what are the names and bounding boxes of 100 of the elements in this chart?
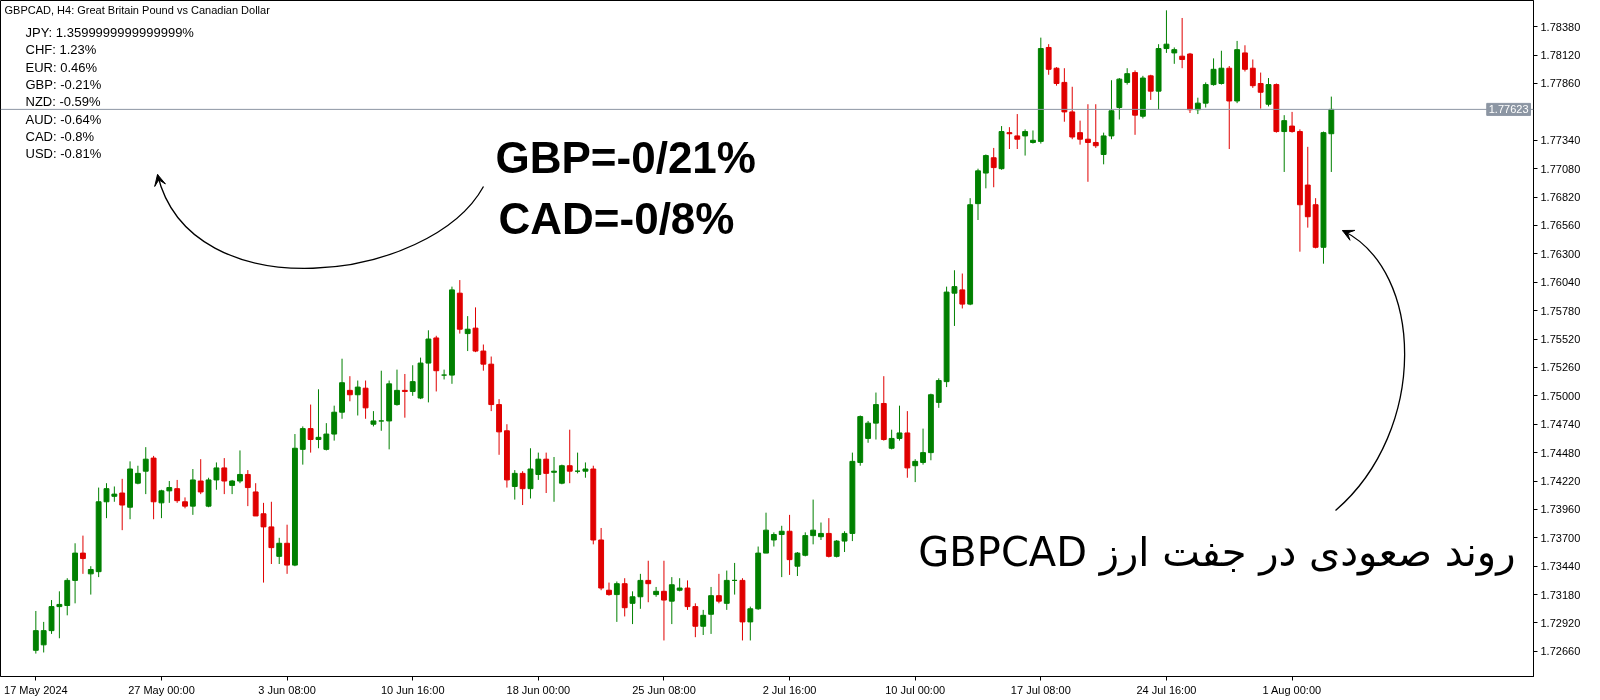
candlestick [394, 369, 400, 407]
candlestick [213, 461, 220, 491]
candlestick [174, 479, 181, 504]
y-tick-label: 1.73180 [1540, 588, 1581, 601]
candlestick [708, 586, 714, 635]
y-tick-label: 1.74480 [1540, 446, 1581, 459]
candlestick [1077, 120, 1084, 146]
candlestick [1249, 58, 1256, 89]
candlestick [959, 273, 966, 309]
candlestick [119, 478, 126, 531]
candlestick [331, 405, 338, 442]
annotation: USD: -0.81% [25, 146, 102, 162]
chart-title: GBPCAD, H4: Great Britain Pound vs Canadian Dollar [4, 3, 271, 16]
candlestick [653, 586, 660, 598]
candlestick [818, 522, 824, 541]
candlestick [645, 560, 652, 603]
annotation: JPY: 1.3599999999999999% [25, 25, 195, 40]
candlestick [268, 501, 275, 565]
y-tick-label: 1.77340 [1540, 134, 1581, 147]
candlestick [276, 537, 283, 565]
candlestick [1014, 113, 1021, 150]
candlestick [865, 420, 872, 444]
y-tick-label: 1.76560 [1540, 219, 1581, 232]
candlestick [346, 375, 353, 402]
x-tick-label: 2 Jul 16:00 [762, 683, 817, 696]
y-tick-label: 1.72660 [1540, 645, 1581, 658]
candlestick [613, 580, 620, 623]
candlestick [551, 456, 557, 503]
candlestick [87, 565, 94, 596]
candlestick [920, 428, 926, 466]
candlestick [307, 404, 314, 454]
candlestick [519, 470, 526, 506]
candlestick [480, 344, 487, 372]
candlestick [1092, 103, 1099, 149]
candlestick [32, 610, 39, 655]
candlestick [763, 512, 769, 554]
candlestick [229, 479, 236, 495]
candlestick [1289, 111, 1295, 134]
candlestick [935, 377, 942, 409]
annotation: NZD: -0.59% [25, 94, 102, 110]
candlestick [606, 582, 612, 597]
y-tick-label: 1.76820 [1540, 191, 1581, 204]
candlestick [237, 449, 243, 484]
y-tick-label: 1.74220 [1540, 475, 1581, 488]
candlestick [770, 531, 777, 548]
x-tick-label: 18 Jun 00:00 [506, 683, 571, 696]
candlestick [511, 469, 518, 501]
candlestick [158, 489, 165, 519]
candlestick [700, 609, 707, 636]
candlestick [284, 524, 291, 575]
candlestick [543, 452, 550, 494]
y-tick-label: 1.75260 [1540, 361, 1581, 374]
x-tick-label: 24 Jul 16:00 [1136, 683, 1197, 696]
candlestick [873, 392, 879, 441]
candlestick [723, 570, 730, 611]
candlestick [441, 369, 448, 380]
annotation: CAD=-0/8% [498, 194, 735, 243]
candlestick [166, 480, 173, 504]
candlestick [982, 153, 989, 189]
x-tick-label: 1 Aug 00:00 [1262, 683, 1322, 696]
x-tick-label: 3 Jun 08:00 [258, 683, 316, 696]
candlestick [661, 560, 667, 641]
candlestick [80, 535, 86, 575]
candlestick [990, 147, 997, 188]
candlestick [747, 606, 754, 641]
candlestick [1100, 132, 1107, 165]
y-tick-label: 1.76040 [1540, 276, 1581, 289]
candlestick [182, 496, 188, 509]
annotation: CAD: -0.8% [25, 129, 95, 145]
y-tick-label: 1.75520 [1540, 333, 1581, 346]
candlestick [825, 517, 832, 558]
x-tick-label: 27 May 00:00 [128, 683, 195, 696]
y-tick-label: 1.77860 [1540, 77, 1581, 90]
candlestick [244, 469, 251, 507]
candlestick [715, 573, 722, 604]
y-tick-label: 1.78380 [1540, 20, 1581, 33]
candlestick [912, 458, 919, 483]
y-tick-label: 1.75780 [1540, 304, 1581, 317]
y-tick-label: 1.73700 [1540, 531, 1581, 544]
y-tick-label: 1.75000 [1540, 389, 1581, 402]
candlestick [464, 315, 471, 352]
y-tick-label: 1.73960 [1540, 503, 1581, 516]
candlestick [401, 373, 408, 419]
ref-line-label: 1.77623 [1488, 103, 1529, 116]
annotation: EUR: 0.46% [25, 59, 98, 75]
y-tick-label: 1.77080 [1540, 162, 1581, 175]
candlestick [221, 457, 228, 495]
annotation: AUD: -0.64% [25, 111, 102, 127]
candlestick [378, 370, 385, 432]
x-tick-label: 17 Jul 08:00 [1010, 683, 1071, 696]
annotation: CHF: 1.23% [25, 42, 97, 58]
y-tick-label: 1.72920 [1540, 616, 1581, 629]
x-tick-label: 10 Jul 00:00 [885, 683, 946, 696]
candlestick [810, 499, 817, 545]
candlestick [778, 525, 785, 578]
x-tick-label: 10 Jun 16:00 [380, 683, 445, 696]
candlestick [637, 573, 644, 610]
annotation: GBP=-0/21% [495, 133, 756, 182]
candlestick [354, 380, 361, 416]
y-tick-label: 1.73440 [1540, 560, 1581, 573]
